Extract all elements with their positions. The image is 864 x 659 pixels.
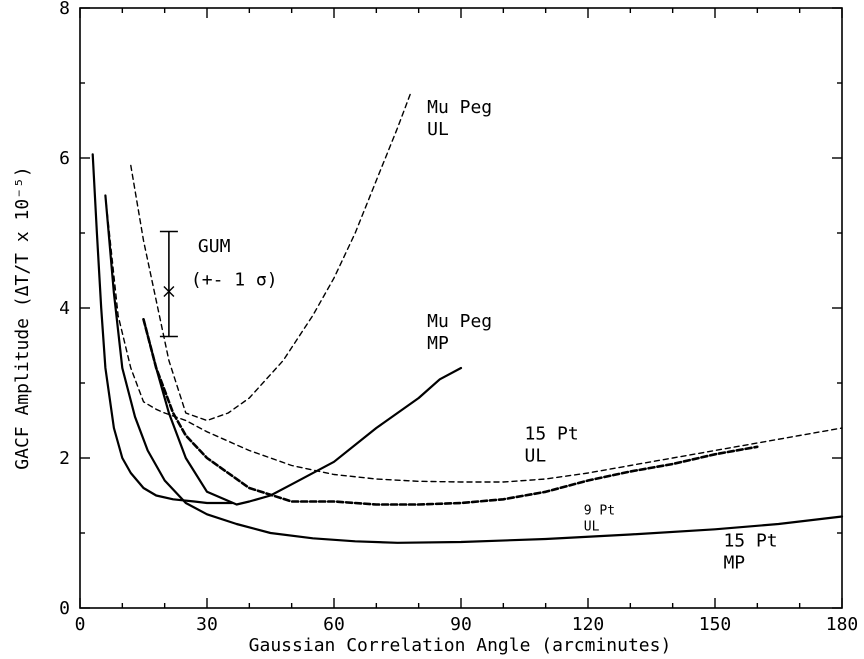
error-bar-label-1: GUM — [198, 236, 231, 257]
x-tick-label: 60 — [323, 614, 345, 635]
y-tick-label: 2 — [59, 448, 70, 469]
series-line-2 — [104, 194, 843, 483]
x-tick-label: 30 — [196, 614, 218, 635]
series-label-0-0: Mu Peg — [427, 97, 492, 118]
series-label-2-0: 15 Pt — [525, 423, 579, 444]
series-line-1 — [142, 318, 463, 506]
series-layer — [91, 93, 844, 544]
series-label-1-1: MP — [427, 333, 449, 354]
error-bar-label-2: (+- 1 σ) — [191, 270, 278, 291]
series-line-5 — [91, 153, 234, 505]
series-line-3 — [142, 317, 759, 506]
y-tick-label: 8 — [59, 0, 70, 19]
series-line-4 — [104, 194, 844, 544]
x-axis-title: Gaussian Correlation Angle (arcminutes) — [249, 635, 672, 656]
series-label-4-0: 15 Pt — [723, 531, 777, 552]
y-tick-label: 6 — [59, 148, 70, 169]
x-tick-label: 150 — [699, 614, 732, 635]
series-label-0-1: UL — [427, 119, 449, 140]
error-bar-marker-b — [163, 286, 175, 297]
y-tick-label: 4 — [59, 298, 70, 319]
x-tick-label: 120 — [572, 614, 605, 635]
y-tick-label: 0 — [59, 598, 70, 619]
x-tick-label: 90 — [450, 614, 472, 635]
series-label-2-1: UL — [525, 445, 547, 466]
y-axis-title: GACF Amplitude (ΔT/T x 10⁻⁵) — [12, 166, 33, 469]
plot-area: 0 30 60 90 120 150 180 0 2 4 6 8 — [59, 0, 858, 635]
series-label-3-1: UL — [584, 519, 600, 534]
series-label-3-0: 9 Pt — [584, 503, 615, 518]
x-tick-label: 180 — [826, 614, 859, 635]
series-label-1-0: Mu Peg — [427, 311, 492, 332]
series-label-4-1: MP — [723, 553, 745, 574]
x-tick-label: 0 — [75, 614, 86, 635]
series-line-0 — [130, 93, 411, 422]
